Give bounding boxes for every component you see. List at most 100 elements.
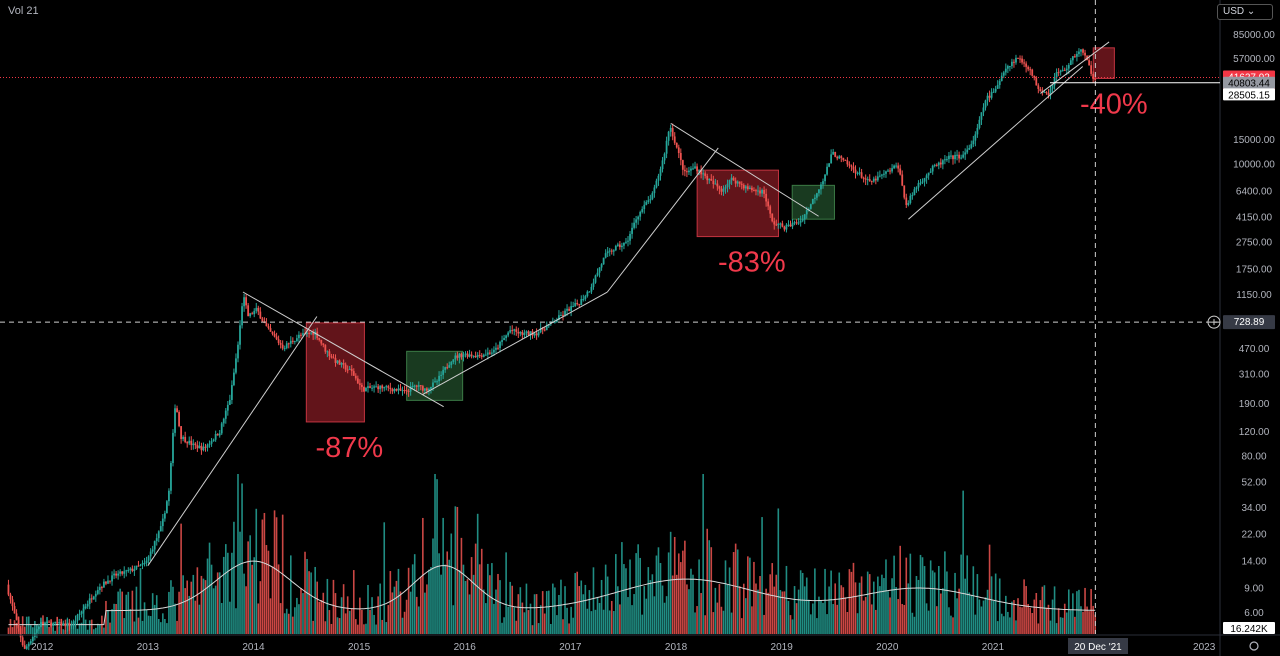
volume-bar (7, 627, 10, 634)
volume-bar (718, 584, 721, 634)
volume-bar (375, 624, 377, 634)
volume-bar (271, 566, 274, 634)
volume-bar (139, 568, 142, 634)
candle-body (631, 227, 633, 234)
candle-body (241, 306, 243, 326)
candle-body (939, 162, 942, 165)
volume-bar (105, 600, 107, 634)
drawdown-box (305, 322, 365, 423)
candle-body (787, 224, 790, 226)
volume-bar (1065, 612, 1068, 634)
candle-body (356, 378, 359, 384)
candle-body (946, 159, 948, 161)
volume-bar (728, 567, 731, 634)
volume-bar (793, 586, 796, 634)
candle-body (249, 313, 252, 317)
volume-bar (153, 604, 156, 634)
candle-body (881, 174, 883, 176)
volume-bar (600, 579, 603, 634)
volume-bar (627, 597, 629, 634)
candle-body (958, 154, 960, 159)
volume-bar (395, 580, 398, 634)
candle-body (919, 182, 922, 184)
candle-body (172, 432, 174, 464)
volume-bar (844, 597, 847, 634)
candle-body (539, 328, 542, 333)
candle-body (224, 410, 227, 419)
volume-bar (976, 574, 979, 634)
volume-bar (755, 583, 757, 634)
volume-bar (21, 616, 24, 634)
y-tick-label: 470.00 (1239, 344, 1270, 355)
candle-body (661, 160, 664, 170)
volume-bar (391, 592, 394, 634)
volume-bar (56, 616, 59, 634)
currency-select[interactable]: USD ⌄ (1217, 4, 1273, 20)
candle-body (259, 311, 262, 319)
volume-bar (767, 592, 769, 634)
candle-body (267, 326, 270, 329)
volume-bar (775, 574, 778, 634)
candle-body (176, 408, 178, 413)
candle-body (230, 385, 233, 400)
y-tick-label: 34.00 (1241, 503, 1266, 514)
volume-bar (468, 594, 471, 634)
volume-bar (879, 586, 881, 634)
volume-bar (889, 597, 891, 634)
candle-body (923, 178, 926, 182)
volume-bar (875, 609, 877, 634)
volume-bar (505, 552, 507, 634)
candle-body (27, 643, 30, 647)
volume-bar (584, 584, 587, 634)
candle-body (462, 354, 465, 357)
candle-body (143, 562, 146, 564)
candle-body (269, 328, 272, 332)
candle-body (608, 250, 611, 252)
candle-body (180, 426, 183, 440)
volume-bar (958, 588, 960, 634)
candle-body (332, 357, 335, 359)
candle-body (84, 606, 87, 609)
volume-bar (15, 622, 18, 634)
candle-body (710, 178, 713, 181)
candle-body (163, 513, 166, 519)
volume-bar (860, 576, 863, 634)
volume-bar (198, 604, 201, 634)
volume-bar (200, 575, 203, 634)
volume-bar (206, 558, 209, 634)
candle-body (921, 181, 924, 183)
volume-bar (686, 584, 688, 634)
volume-bar (915, 576, 918, 634)
candle-body (848, 164, 851, 166)
candle-body (998, 81, 1001, 86)
candle-body (98, 587, 101, 591)
volume-bar (619, 604, 621, 634)
candle-body (42, 622, 44, 625)
volume-bar (828, 586, 830, 634)
candle-body (174, 408, 176, 433)
volume-bar (78, 623, 81, 634)
x-tick-label: 2016 (454, 642, 477, 653)
volume-bar (562, 619, 564, 634)
volume-bar (495, 589, 497, 634)
candle-body (19, 628, 22, 638)
volume-bar (535, 594, 538, 634)
trendline (1040, 41, 1110, 94)
volume-bar (1061, 617, 1064, 634)
volume-bar (724, 560, 727, 634)
volume-bar (320, 600, 323, 634)
candle-body (943, 159, 946, 161)
candle-body (876, 176, 879, 181)
candle-body (734, 180, 737, 184)
volume-bar (377, 596, 379, 634)
candle-body (783, 226, 786, 230)
volume-bar (700, 593, 702, 634)
candle-body (389, 387, 392, 390)
volume-bar (450, 533, 453, 634)
volume-bar (322, 592, 325, 634)
volume-bar (212, 588, 215, 634)
trendlines (147, 41, 1110, 566)
y-tick-label: 190.00 (1239, 399, 1270, 410)
x-tick-label: 2013 (137, 642, 160, 653)
